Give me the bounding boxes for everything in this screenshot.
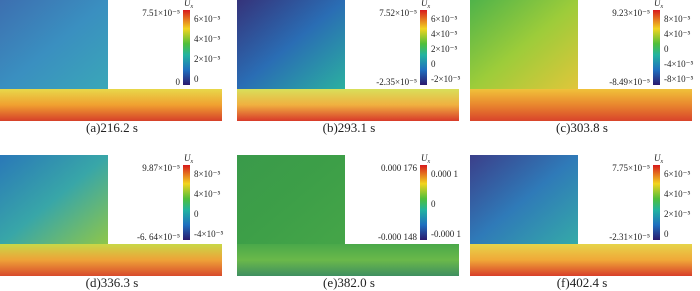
symbol-sub: x xyxy=(190,4,194,10)
caption: (e)382.0 s xyxy=(323,275,375,290)
colorbar xyxy=(653,10,660,85)
colorbar-tick: 0 xyxy=(664,44,669,54)
field-lower xyxy=(470,89,692,121)
colorbar-min: -2.31×10⁻⁵ xyxy=(609,232,650,242)
colorbar-max: 9.23×10⁻⁵ xyxy=(612,8,650,18)
colorbar-tick: 0.000 1 xyxy=(431,169,458,179)
colorbar-tick: -0.000 1 xyxy=(431,229,461,239)
colorbar-tick: -2×10⁻⁵ xyxy=(431,74,460,84)
panel: Ux 7.51×10⁻⁵ 0 6×10⁻⁵ 4×10⁻⁵ 2×10⁻⁵ 0 (a)216.2 … xyxy=(0,0,222,135)
colorbar-symbol: Ux xyxy=(654,153,664,165)
colorbar-symbol: Ux xyxy=(654,0,664,10)
field-lower xyxy=(237,244,459,276)
colorbar-tick: 6×10⁻⁵ xyxy=(664,169,690,179)
colorbar xyxy=(183,10,190,85)
field-lower xyxy=(237,89,459,121)
symbol: U xyxy=(654,153,661,163)
colorbar-tick: 8×10⁻⁵ xyxy=(664,14,690,24)
field-upper xyxy=(237,0,345,89)
symbol-sub: x xyxy=(660,159,664,165)
colorbar xyxy=(420,165,427,240)
colorbar-max: 9.87×10⁻⁵ xyxy=(142,163,180,173)
colorbar-tick: 0 xyxy=(431,199,436,209)
colorbar-tick: 4×10⁻⁵ xyxy=(664,189,690,199)
panel: Ux 9.87×10⁻⁵ -6. 64×10⁻⁵ 8×10⁻⁵ 4×10⁻⁵ 0 -4×10… xyxy=(0,153,223,290)
symbol-sub: x xyxy=(427,159,431,165)
colorbar-tick: 4×10⁻⁵ xyxy=(664,29,690,39)
colorbar-tick: 2×10⁻⁵ xyxy=(194,54,220,64)
field-upper xyxy=(0,0,108,89)
symbol: U xyxy=(184,0,191,8)
colorbar-tick: 2×10⁻⁵ xyxy=(664,209,690,219)
colorbar-min: 0 xyxy=(176,77,181,87)
caption: (b)293.1 s xyxy=(323,120,376,135)
colorbar-max: 7.52×10⁻⁵ xyxy=(379,8,417,18)
symbol-sub: x xyxy=(190,159,194,165)
colorbar-symbol: Ux xyxy=(421,153,431,165)
colorbar-tick: 4×10⁻⁵ xyxy=(194,34,220,44)
colorbar-tick: -8×10⁻⁵ xyxy=(664,74,693,84)
colorbar-tick: 2×10⁻⁵ xyxy=(431,44,457,54)
caption: (c)303.8 s xyxy=(556,120,608,135)
symbol: U xyxy=(421,153,428,163)
colorbar-min: -0.000 148 xyxy=(378,232,417,242)
field-lower xyxy=(0,89,222,121)
field-lower xyxy=(0,244,222,276)
caption: (a)216.2 s xyxy=(86,120,138,135)
colorbar-min: -2.35×10⁻⁵ xyxy=(376,77,417,87)
colorbar xyxy=(420,10,427,85)
colorbar-symbol: Ux xyxy=(184,153,194,165)
field-upper xyxy=(237,155,345,244)
colorbar-symbol: Ux xyxy=(421,0,431,10)
colorbar-tick: 4×10⁻⁵ xyxy=(194,189,220,199)
colorbar-tick: 8×10⁻⁵ xyxy=(194,169,220,179)
colorbar xyxy=(653,165,660,240)
symbol: U xyxy=(184,153,191,163)
colorbar-min: -8.49×10⁻⁵ xyxy=(609,77,650,87)
colorbar-max: 7.75×10⁻⁵ xyxy=(612,163,650,173)
colorbar-tick: -4×10⁻⁵ xyxy=(664,59,693,69)
colorbar-tick: 0 xyxy=(194,74,199,84)
caption: (f)402.4 s xyxy=(557,275,608,290)
field-lower xyxy=(470,244,692,276)
colorbar-tick: 0 xyxy=(664,229,669,239)
panel: Ux 7.52×10⁻⁵ -2.35×10⁻⁵ 6×10⁻⁵ 4×10⁻⁵ 2×10⁻⁵ 0… xyxy=(237,0,460,135)
colorbar-tick: 4×10⁻⁵ xyxy=(431,29,457,39)
colorbar-tick: 6×10⁻⁵ xyxy=(431,14,457,24)
panel: Ux 7.75×10⁻⁵ -2.31×10⁻⁵ 6×10⁻⁵ 4×10⁻⁵ 2×10⁻⁵ 0… xyxy=(470,153,692,290)
field-upper xyxy=(470,155,578,244)
panel: Ux 9.23×10⁻⁵ -8.49×10⁻⁵ 8×10⁻⁵ 4×10⁻⁵ 0 -4×10⁻… xyxy=(470,0,693,135)
symbol-sub: x xyxy=(427,4,431,10)
field-upper xyxy=(470,0,578,89)
colorbar-tick: 0 xyxy=(431,59,436,69)
colorbar-tick: 0 xyxy=(194,209,199,219)
colorbar-tick: -4×10⁻⁵ xyxy=(194,229,223,239)
colorbar xyxy=(183,165,190,240)
colorbar-max: 0.000 176 xyxy=(381,163,418,173)
colorbar-max: 7.51×10⁻⁵ xyxy=(142,8,180,18)
symbol: U xyxy=(654,0,661,8)
symbol-sub: x xyxy=(660,4,664,10)
colorbar-min: -6. 64×10⁻⁵ xyxy=(137,232,180,242)
caption: (d)336.3 s xyxy=(86,275,139,290)
colorbar-tick: 6×10⁻⁵ xyxy=(194,14,220,24)
colorbar-symbol: Ux xyxy=(184,0,194,10)
symbol: U xyxy=(421,0,428,8)
field-upper xyxy=(0,155,108,244)
